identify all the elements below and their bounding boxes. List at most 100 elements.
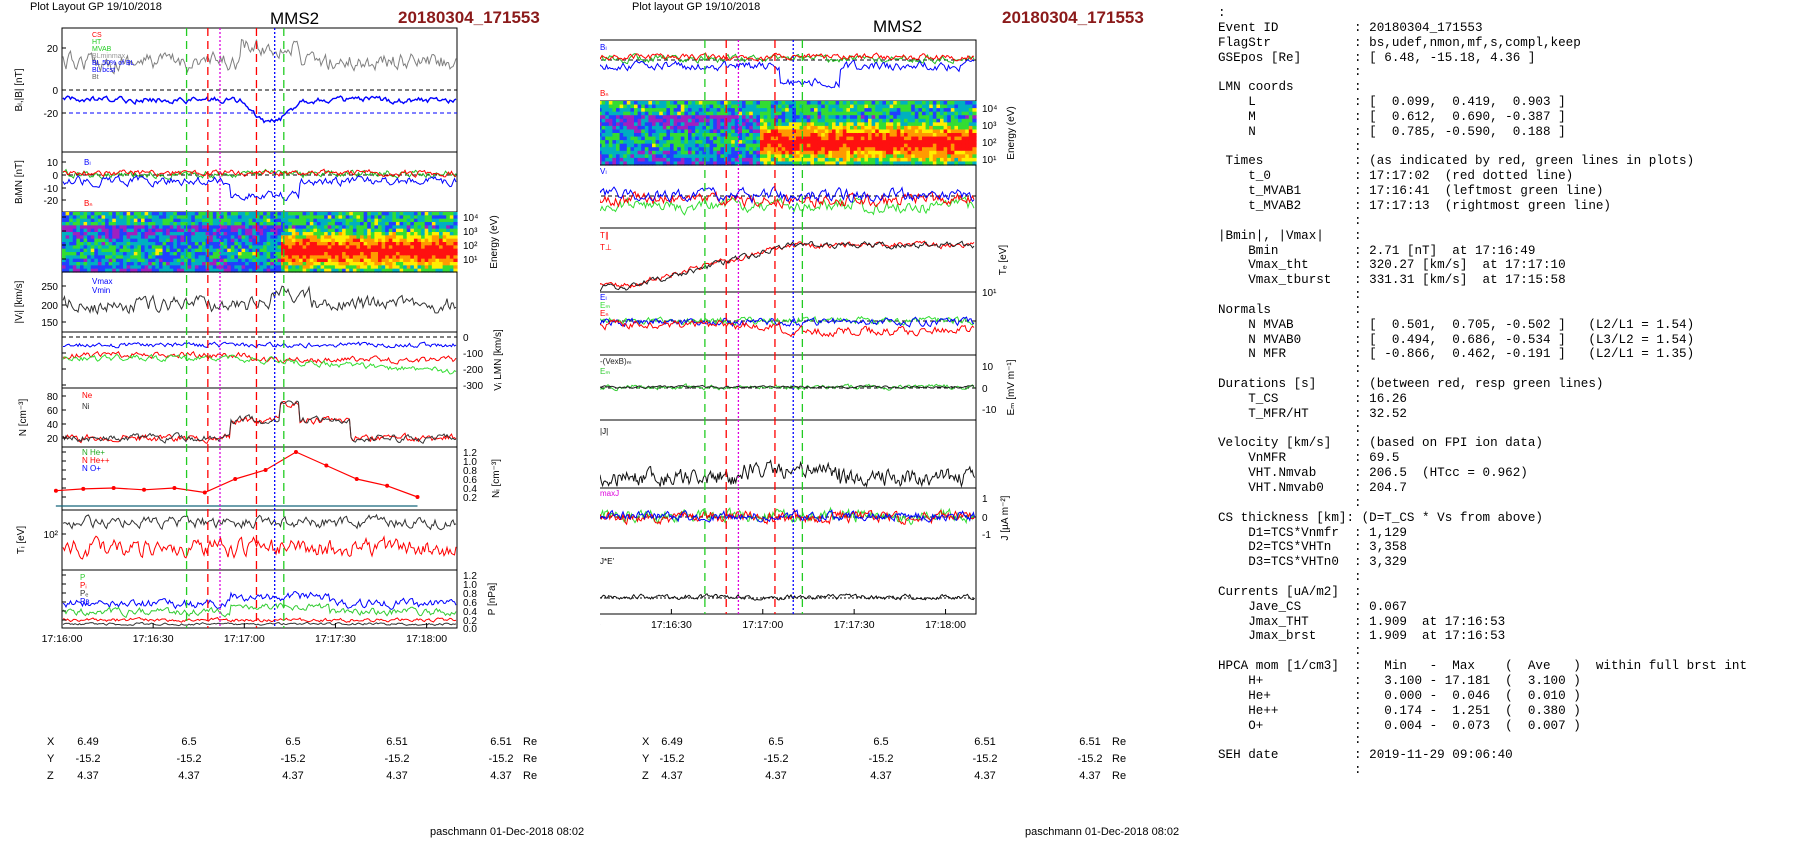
spectrogram-cell: [381, 238, 386, 243]
spectrogram-cell: [709, 104, 714, 109]
spectrogram-cell: [378, 255, 383, 260]
spectrogram-cell: [395, 242, 401, 246]
spectrogram-cell: [857, 104, 862, 109]
spectrogram-cell: [248, 238, 253, 243]
spectrogram-cell: [449, 268, 455, 273]
spectrogram-cell: [940, 133, 945, 138]
legend-entry: Bₗ: [84, 158, 91, 167]
spectrogram-cell: [299, 225, 304, 230]
spectrogram-cell: [439, 268, 444, 273]
y-axis-label: N [cm⁻³]: [18, 399, 29, 437]
spectrogram-cell: [180, 268, 185, 273]
spectrogram-cell: [720, 115, 725, 120]
spectrogram-cell: [724, 140, 729, 145]
spectrogram-cell: [860, 118, 865, 123]
spectrogram-cell: [417, 265, 422, 270]
spectrogram-cell: [828, 101, 833, 106]
spectrogram-cell: [760, 101, 765, 106]
spectrogram-cell: [940, 140, 945, 145]
spectrogram-cell: [327, 248, 332, 253]
spectrogram-cell: [882, 111, 887, 116]
spectrogram-cell: [62, 258, 67, 263]
spectrogram-cell: [896, 118, 901, 123]
spectrogram-cell: [431, 222, 437, 226]
spectrogram-cell: [331, 225, 336, 230]
spectrogram-cell: [907, 154, 912, 159]
spectrogram-cell: [943, 147, 948, 152]
spectrogram-cell: [388, 222, 393, 226]
spectrogram-cell: [846, 150, 851, 155]
spectrogram-cell: [137, 225, 142, 230]
spectrogram-cell: [342, 215, 347, 220]
spectrogram-cell: [288, 215, 293, 220]
spectrogram-cell: [601, 161, 606, 166]
spectrogram-cell: [281, 215, 286, 220]
spectrogram-cell: [108, 245, 113, 250]
spectrogram-cell: [94, 252, 99, 256]
spectrogram-cell: [130, 232, 135, 236]
spectrogram-cell: [839, 140, 844, 145]
spectrogram-cell: [144, 228, 149, 233]
spectrogram-cell: [896, 133, 901, 138]
spectrogram-cell: [896, 129, 901, 134]
spectrogram-cell: [137, 232, 142, 236]
spectrogram-cell: [205, 232, 210, 236]
spectrogram-cell: [119, 222, 124, 226]
spectrogram-cell: [691, 129, 696, 134]
spectrogram-cell: [637, 129, 642, 134]
spectrogram-cell: [245, 218, 250, 223]
spectrogram-cell: [706, 154, 711, 159]
spectrogram-cell: [360, 255, 365, 260]
spectrogram-cell: [216, 218, 221, 223]
spectrogram-cell: [940, 136, 945, 141]
spectrogram-cell: [72, 212, 77, 216]
spectrogram-cell: [421, 258, 426, 263]
spectrogram-cell: [868, 136, 873, 141]
spectrogram-cell: [637, 104, 642, 109]
spectrogram-cell: [616, 136, 621, 141]
spectrogram-cell: [342, 245, 347, 250]
spectrogram-cell: [212, 252, 218, 256]
info-line: N : [ 0.785, -0.590, 0.188 ]: [1218, 124, 1566, 139]
spectrogram-cell: [601, 136, 606, 141]
spectrogram-cell: [245, 228, 250, 233]
spectrogram-cell: [857, 125, 862, 131]
spectrogram-cell: [442, 268, 447, 273]
spectrogram-cell: [309, 215, 314, 220]
series-VM: [62, 350, 457, 365]
spectrogram-cell: [961, 111, 966, 116]
spectrogram-cell: [756, 122, 761, 127]
spectrogram-cell: [270, 238, 275, 243]
spectrogram-cell: [648, 108, 653, 113]
spectrogram-cell: [241, 215, 246, 220]
spectrogram-cell: [288, 212, 293, 216]
spectrogram-cell: [875, 150, 880, 155]
spectrogram-cell: [688, 157, 693, 163]
spectrogram-cell: [882, 125, 887, 131]
spectrogram-cell: [688, 101, 693, 106]
spectrogram-cell: [320, 268, 325, 273]
spectrogram-cell: [950, 161, 955, 166]
spectrogram-cell: [270, 235, 275, 240]
spectrogram-cell: [281, 248, 286, 253]
spectrogram-cell: [720, 108, 725, 113]
spectrogram-cell: [112, 238, 117, 243]
spectrogram-cell: [331, 262, 336, 266]
spectrogram-cell: [882, 115, 887, 120]
spectrogram-cell: [112, 255, 117, 260]
spectrogram-cell: [785, 108, 790, 113]
spectrogram-cell: [291, 222, 297, 226]
spectrogram-cell: [792, 136, 797, 141]
spectrogram-cell: [370, 238, 376, 243]
spectrogram-cell: [277, 212, 282, 216]
spectrogram-cell: [94, 235, 99, 240]
spectrogram-cell: [259, 265, 264, 270]
y-tick-label: 10¹: [463, 255, 478, 266]
spectrogram-cell: [904, 104, 909, 109]
spectrogram-cell: [702, 101, 707, 106]
info-line: :: [1218, 288, 1362, 303]
spectrogram-cell: [295, 258, 300, 263]
spectrogram-cell: [115, 235, 121, 240]
spectrogram-cell: [334, 262, 340, 266]
spectrogram-cell: [774, 161, 779, 166]
